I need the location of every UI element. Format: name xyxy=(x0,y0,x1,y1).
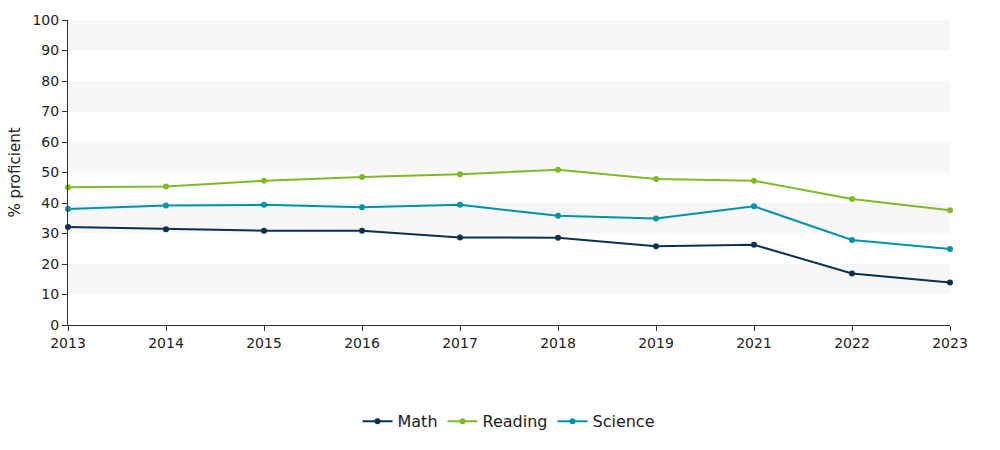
svg-text:2016: 2016 xyxy=(344,335,380,351)
svg-text:Math: Math xyxy=(398,412,438,431)
svg-text:60: 60 xyxy=(41,134,59,150)
svg-text:10: 10 xyxy=(41,286,59,302)
svg-text:2015: 2015 xyxy=(246,335,282,351)
svg-text:2013: 2013 xyxy=(50,335,86,351)
svg-text:80: 80 xyxy=(41,73,59,89)
svg-text:% proficient: % proficient xyxy=(6,127,24,217)
svg-text:Science: Science xyxy=(592,412,654,431)
svg-text:30: 30 xyxy=(41,225,59,241)
svg-text:2018: 2018 xyxy=(540,335,576,351)
svg-text:Reading: Reading xyxy=(483,412,548,431)
svg-text:70: 70 xyxy=(41,103,59,119)
svg-text:20: 20 xyxy=(41,256,59,272)
svg-text:50: 50 xyxy=(41,164,59,180)
svg-text:2014: 2014 xyxy=(148,335,184,351)
svg-text:2023: 2023 xyxy=(932,335,968,351)
svg-text:100: 100 xyxy=(32,12,59,28)
svg-text:2021: 2021 xyxy=(736,335,772,351)
svg-text:2019: 2019 xyxy=(638,335,674,351)
svg-text:40: 40 xyxy=(41,195,59,211)
svg-text:90: 90 xyxy=(41,42,59,58)
svg-text:2017: 2017 xyxy=(442,335,478,351)
svg-text:0: 0 xyxy=(50,317,59,333)
svg-text:2022: 2022 xyxy=(834,335,870,351)
